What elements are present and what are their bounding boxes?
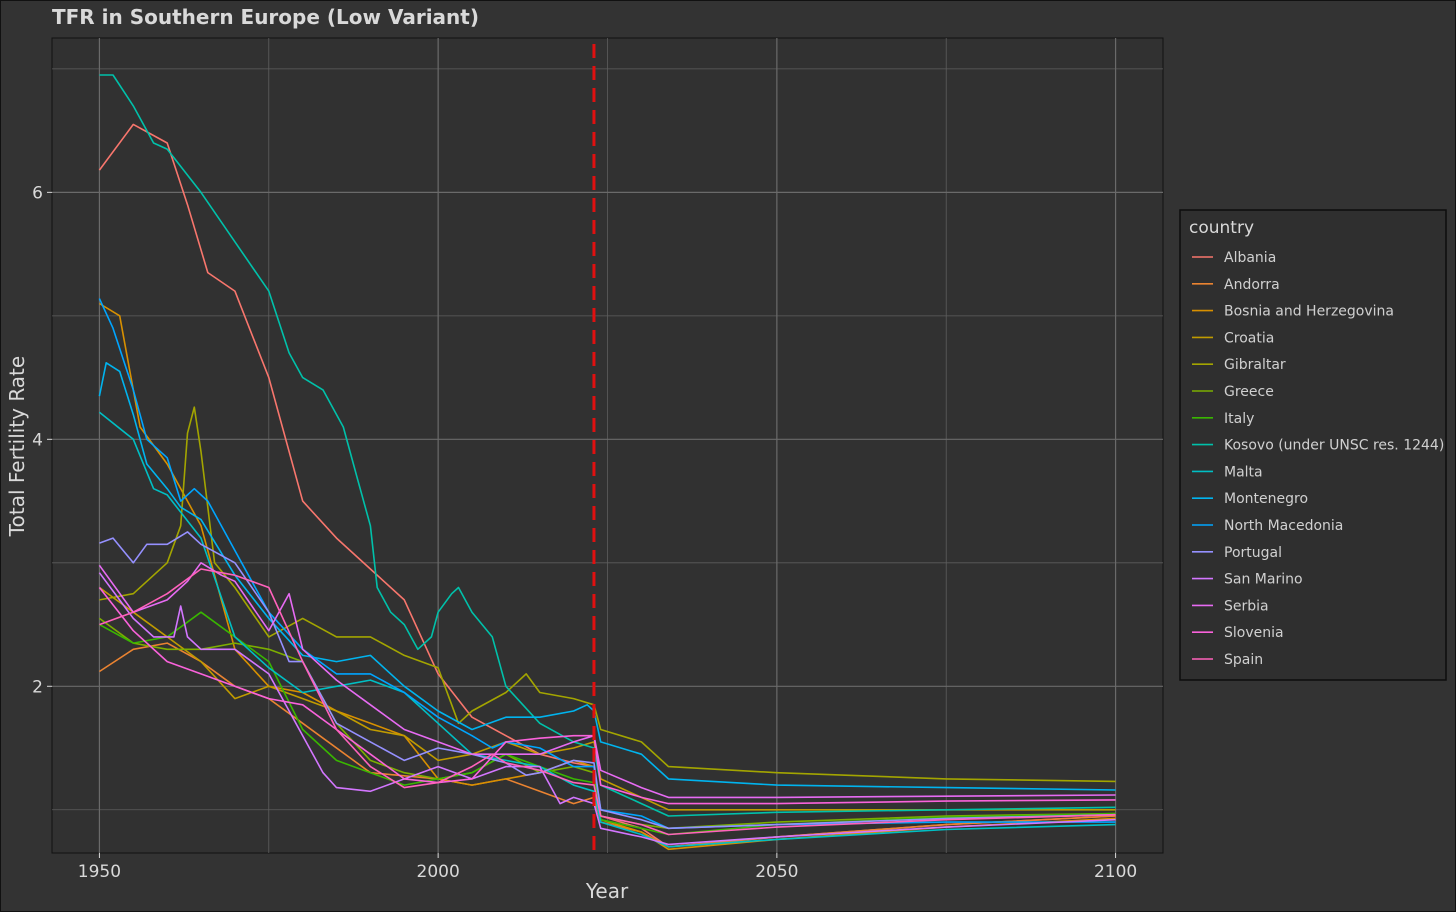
series-line	[98, 587, 1116, 805]
y-tick-label: 6	[32, 183, 43, 203]
legend-label: Spain	[1224, 652, 1263, 668]
legend-items: Albania Andorra Bosnia and Herzegovina Croa…	[1192, 250, 1444, 668]
legend-label: Andorra	[1224, 277, 1280, 293]
legend-label: Montenegro	[1224, 491, 1308, 507]
legend-label: North Macedonia	[1224, 518, 1343, 534]
y-axis: 2 4 6	[32, 183, 52, 697]
x-tick-label: 2050	[755, 862, 798, 882]
legend-label: Greece	[1224, 384, 1274, 400]
series-line	[99, 568, 1116, 836]
legend-label: Croatia	[1224, 330, 1274, 346]
legend-label: Portugal	[1224, 545, 1282, 561]
legend-label: Albania	[1224, 250, 1276, 266]
x-axis: 1950 2000 2050 2100	[78, 853, 1137, 882]
series-line	[99, 406, 1116, 783]
x-tick-label: 2100	[1094, 862, 1137, 882]
legend-label: Italy	[1224, 411, 1254, 427]
series-line	[98, 123, 1116, 848]
series-lines	[98, 74, 1116, 851]
series-line	[99, 611, 1116, 836]
series-line	[98, 362, 1116, 791]
legend-label: San Marino	[1224, 572, 1303, 588]
legend-label: Gibraltar	[1224, 357, 1286, 373]
legend-label: Malta	[1224, 464, 1263, 480]
legend-box	[1179, 209, 1447, 681]
x-axis-title: Year	[585, 879, 629, 903]
legend: country Albania Andorra Bosnia and Herzego…	[1179, 209, 1447, 681]
legend-label: Serbia	[1224, 598, 1269, 614]
legend-label: Bosnia and Herzegovina	[1224, 304, 1394, 320]
series-line	[99, 531, 1116, 830]
y-axis-title: Total Fertility Rate	[5, 356, 29, 537]
chart-title: TFR in Southern Europe (Low Variant)	[52, 5, 479, 29]
series-line	[98, 298, 1116, 830]
legend-label: Slovenia	[1224, 625, 1284, 641]
legend-label: Kosovo (under UNSC res. 1244)	[1224, 438, 1444, 454]
legend-title: country	[1189, 218, 1254, 238]
series-line	[99, 74, 1116, 817]
series-line	[98, 562, 1116, 799]
y-tick-label: 2	[32, 677, 43, 697]
x-tick-label: 2000	[417, 862, 460, 882]
x-tick-label: 1950	[78, 862, 121, 882]
y-tick-label: 4	[32, 430, 43, 450]
